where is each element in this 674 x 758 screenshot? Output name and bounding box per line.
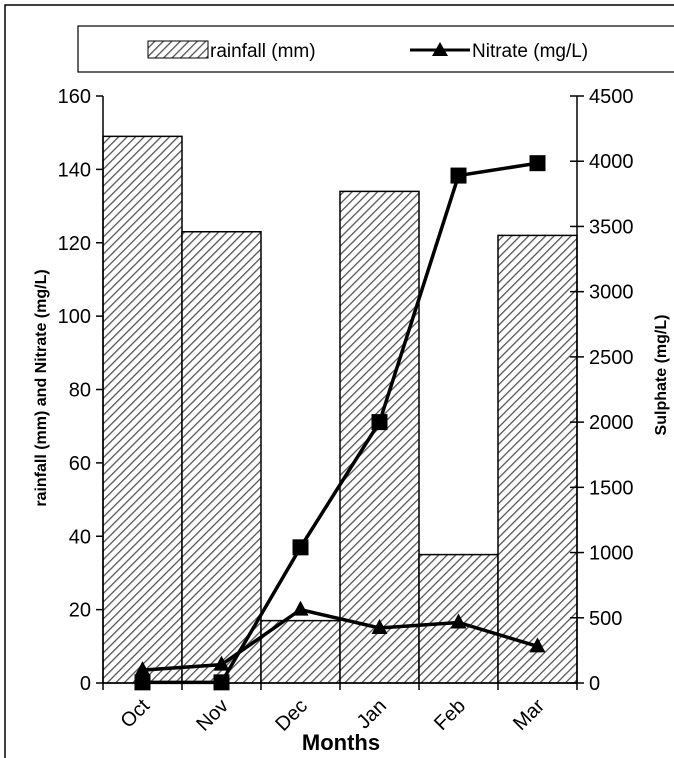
y-tick-label: 40 bbox=[69, 526, 91, 548]
x-tick-label-mar: Mar bbox=[509, 695, 549, 735]
marker-sulphate-mar bbox=[530, 155, 546, 171]
marker-sulphate-jan bbox=[372, 414, 388, 430]
y2-tick-label: 1500 bbox=[589, 477, 634, 499]
y-tick-label: 0 bbox=[80, 673, 91, 695]
y2-tick-label: 2000 bbox=[589, 412, 634, 434]
y-tick-label: 140 bbox=[58, 159, 91, 181]
bar-rainfall-mar bbox=[498, 235, 577, 683]
y-tick-label: 120 bbox=[58, 233, 91, 255]
x-tick-label-nov: Nov bbox=[192, 695, 233, 736]
y-tick-label: 100 bbox=[58, 306, 91, 328]
marker-nitrate-dec bbox=[293, 601, 309, 616]
legend-swatch-rainfall bbox=[148, 41, 208, 58]
x-tick-label-feb: Feb bbox=[430, 695, 470, 735]
bar-rainfall-nov bbox=[182, 232, 261, 683]
x-tick-label-oct: Oct bbox=[116, 695, 154, 733]
bar-rainfall-oct bbox=[103, 136, 182, 683]
marker-sulphate-feb bbox=[451, 168, 467, 184]
x-axis-title: Months bbox=[302, 730, 380, 755]
bars-layer bbox=[103, 136, 577, 683]
y-tick-label: 160 bbox=[58, 86, 91, 108]
marker-sulphate-oct bbox=[135, 674, 151, 690]
y2-tick-label: 3500 bbox=[589, 216, 634, 238]
y2-tick-label: 4000 bbox=[589, 151, 634, 173]
y-tick-label: 80 bbox=[69, 380, 91, 402]
legend-label-nitrate: Nitrate (mg/L) bbox=[472, 41, 588, 62]
marker-sulphate-dec bbox=[293, 539, 309, 555]
marker-sulphate-nov bbox=[214, 674, 230, 690]
y-axis-title: rainfall (mm) and Nitrate (mg/L) bbox=[33, 269, 50, 506]
y-tick-label: 60 bbox=[69, 453, 91, 475]
y2-tick-label: 3000 bbox=[589, 282, 634, 304]
legend-label-rainfall: rainfall (mm) bbox=[210, 41, 316, 62]
y2-tick-label: 500 bbox=[589, 608, 622, 630]
y2-tick-label: 1000 bbox=[589, 543, 634, 565]
y2-tick-label: 4500 bbox=[589, 86, 634, 108]
y2-tick-label: 0 bbox=[589, 673, 600, 695]
x-tick-label-jan: Jan bbox=[353, 695, 391, 733]
y2-axis-title: Sulphate (mg/L) bbox=[653, 315, 670, 436]
y-tick-label: 20 bbox=[69, 600, 91, 622]
bar-rainfall-jan bbox=[340, 191, 419, 683]
y2-tick-label: 2500 bbox=[589, 347, 634, 369]
legend: rainfall (mm) Nitrate (mg/L) bbox=[78, 26, 674, 72]
